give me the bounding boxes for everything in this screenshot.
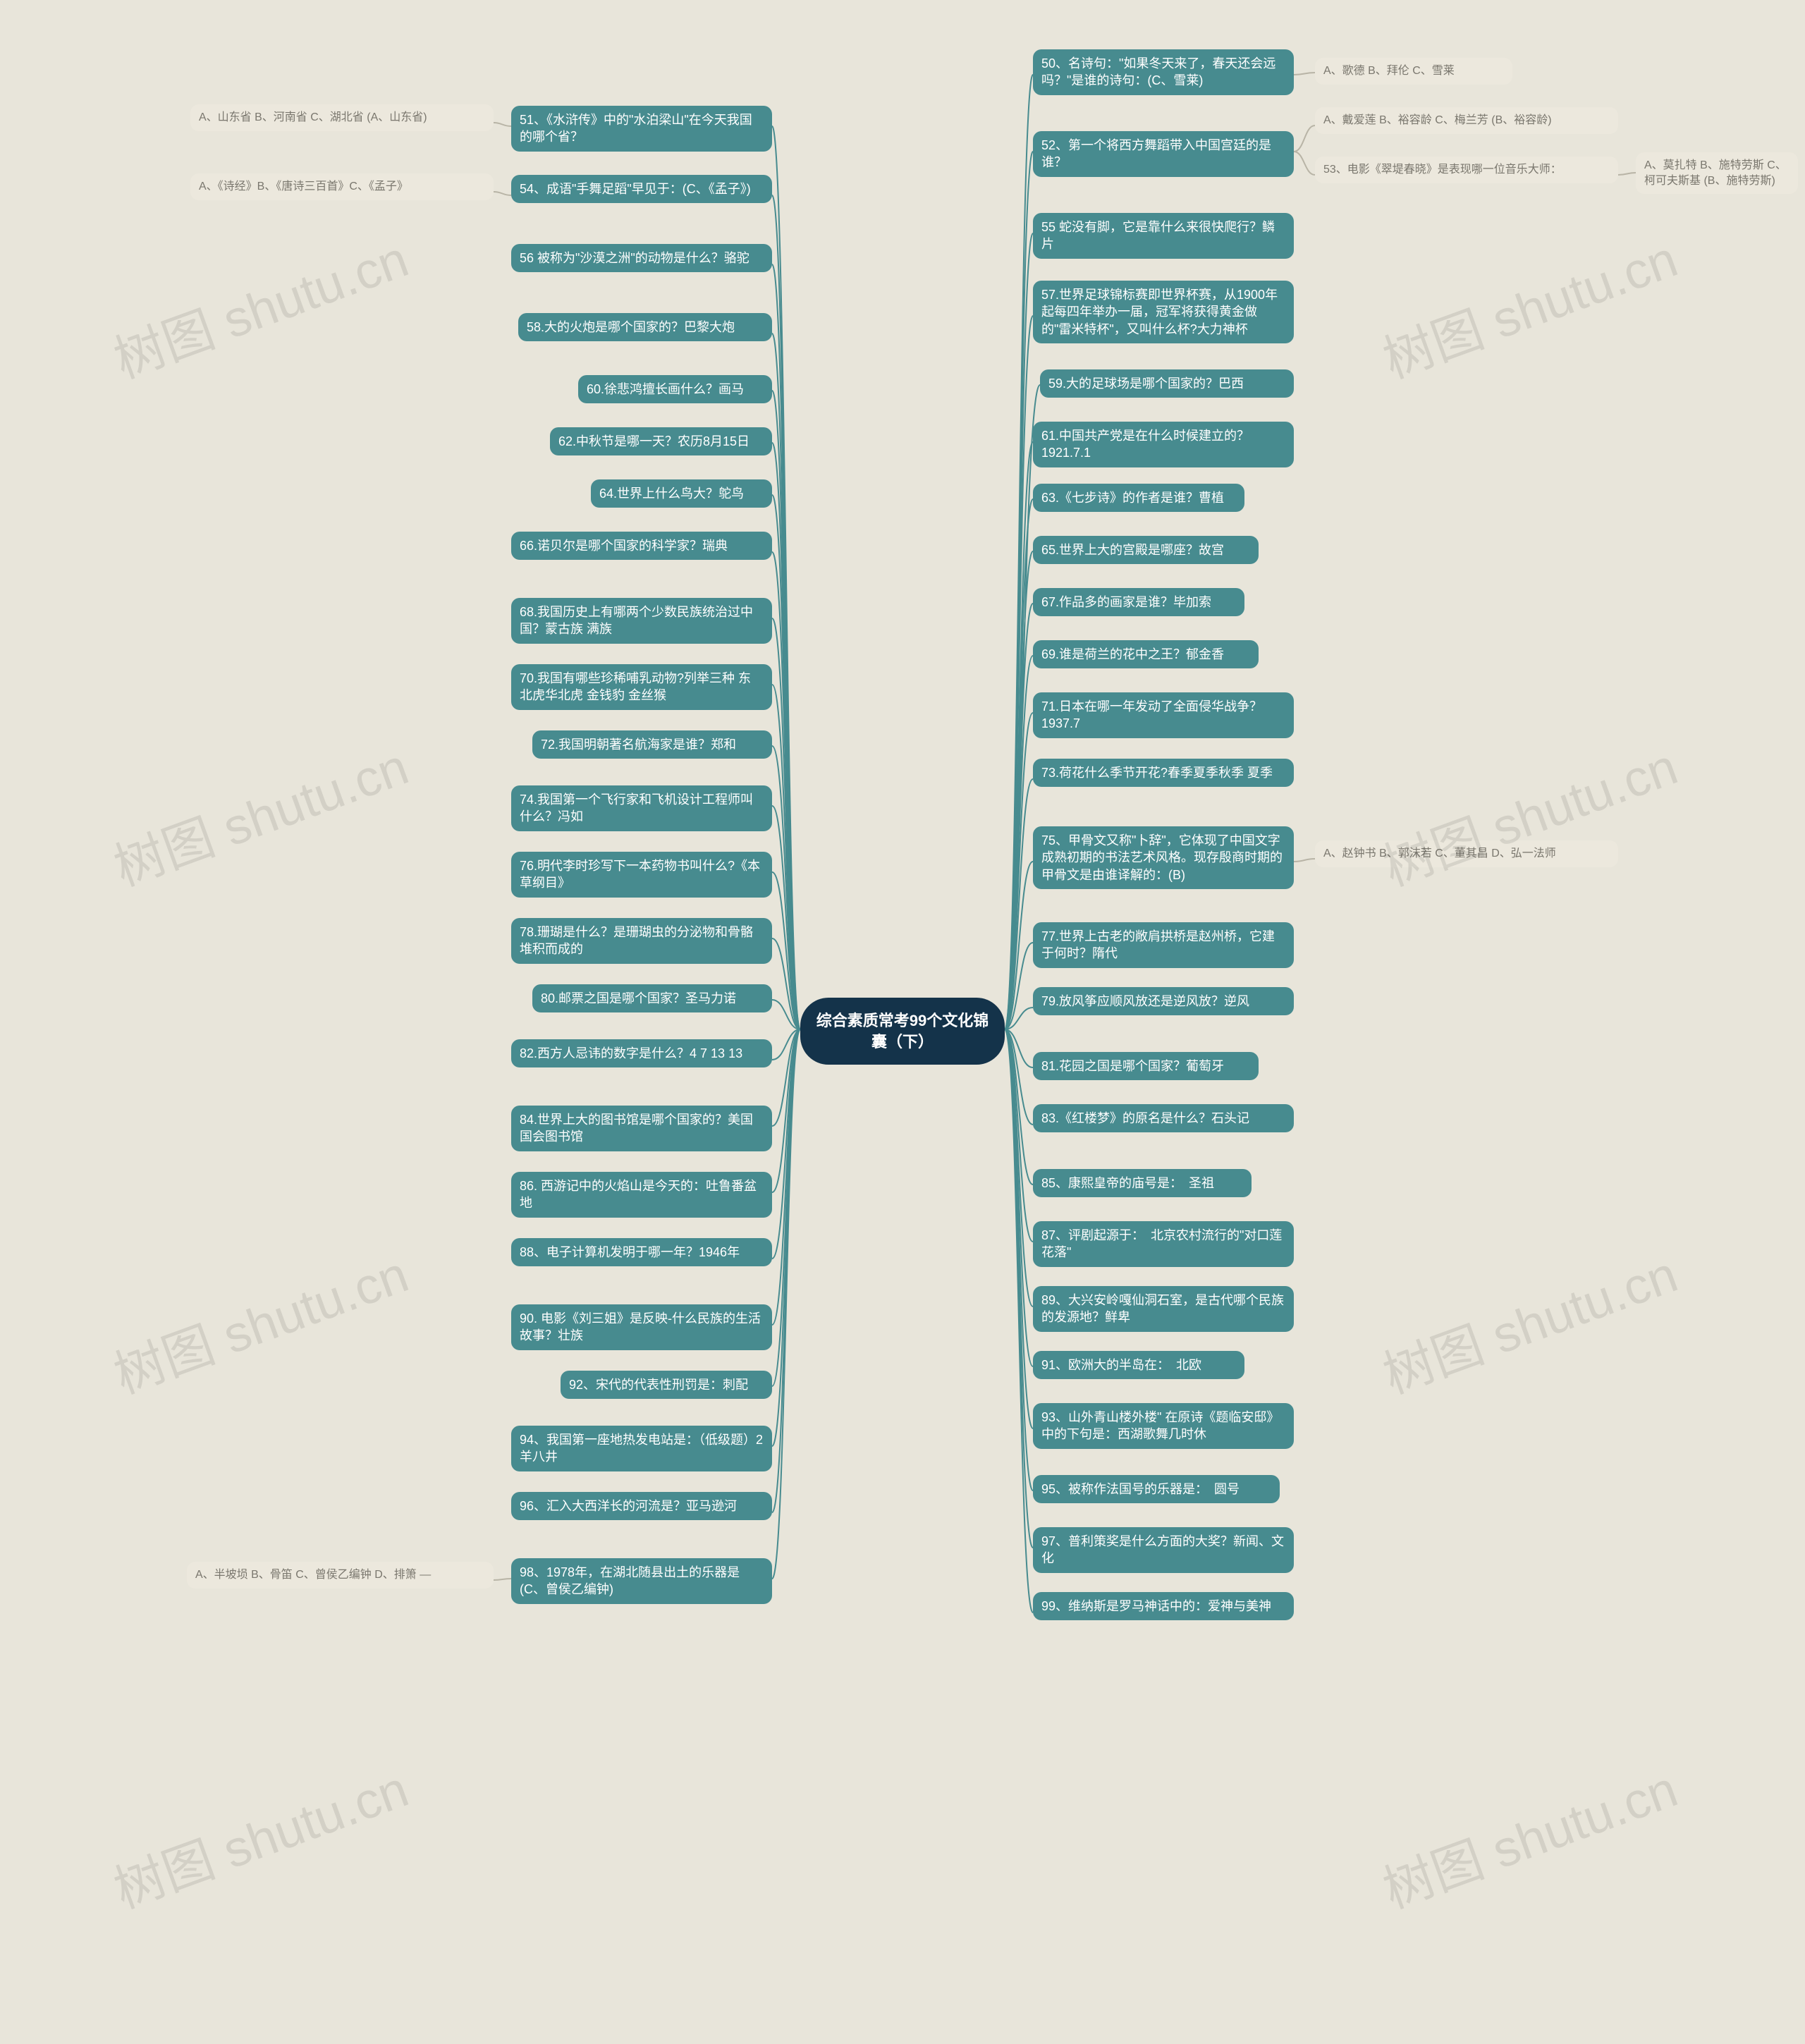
left-node-16: 84.世界上大的图书馆是哪个国家的？美国国会图书馆: [511, 1106, 772, 1151]
right-node-18: 87、评剧起源于： 北京农村流行的"对口莲花落": [1033, 1221, 1294, 1267]
right-node-11: 73.荷花什么季节开花?春季夏季秋季 夏季: [1033, 759, 1294, 787]
watermark: 树图 shutu.cn: [1371, 1748, 1686, 1923]
left-node-3: 58.大的火炮是哪个国家的？巴黎大炮: [518, 313, 772, 341]
right-node-9: 69.谁是荷兰的花中之王？郁金香: [1033, 640, 1259, 668]
left-node-22: 96、汇入大西洋长的河流是？亚马逊河: [511, 1492, 772, 1520]
left-node-1: 54、成语"手舞足蹈"早见于：(C、《孟子》): [511, 175, 772, 203]
right-node-13: 77.世界上古老的敞肩拱桥是赵州桥，它建于何时？隋代: [1033, 922, 1294, 968]
right-node-2: 55 蛇没有脚，它是靠什么来很快爬行？鳞片: [1033, 213, 1294, 259]
right-sub-0-0: A、歌德 B、拜伦 C、雪莱: [1315, 58, 1512, 85]
right-node-19: 89、大兴安岭嘎仙洞石室，是古代哪个民族的发源地？鲜卑: [1033, 1286, 1294, 1332]
left-node-13: 78.珊瑚是什么？是珊瑚虫的分泌物和骨骼堆积而成的: [511, 918, 772, 964]
right-node-14: 79.放风筝应顺风放还是逆风放？逆风: [1033, 987, 1294, 1015]
center-node: 综合素质常考99个文化锦囊（下）: [800, 998, 1005, 1065]
right-node-10: 71.日本在哪一年发动了全面侵华战争？1937.7: [1033, 692, 1294, 738]
right-node-7: 65.世界上大的宫殿是哪座？故宫: [1033, 536, 1259, 564]
right-node-21: 93、山外青山楼外楼" 在原诗《题临安邸》中的下句是：西湖歌舞几时休: [1033, 1403, 1294, 1449]
left-node-12: 76.明代李时珍写下一本药物书叫什么?《本草纲目》: [511, 852, 772, 898]
left-node-2: 56 被称为"沙漠之洲"的动物是什么？骆驼: [511, 244, 772, 272]
watermark: 树图 shutu.cn: [1371, 218, 1686, 393]
left-node-20: 92、宋代的代表性刑罚是：刺配: [561, 1371, 772, 1399]
right-node-17: 85、康熙皇帝的庙号是： 圣祖: [1033, 1169, 1252, 1197]
right-sub-1-1-0: A、莫扎特 B、施特劳斯 C、柯可夫斯基 (B、施特劳斯): [1636, 152, 1798, 194]
right-sub-12-0: A、赵钟书 B、郭沫若 C、董其昌 D、弘一法师: [1315, 840, 1618, 867]
left-node-5: 62.中秋节是哪一天？农历8月15日: [550, 427, 772, 455]
watermark: 树图 shutu.cn: [102, 1233, 417, 1408]
left-node-17: 86. 西游记中的火焰山是今天的：吐鲁番盆地: [511, 1172, 772, 1218]
left-node-8: 68.我国历史上有哪两个少数民族统治过中国？蒙古族 满族: [511, 598, 772, 644]
watermark: 树图 shutu.cn: [1371, 1233, 1686, 1408]
watermark: 树图 shutu.cn: [1371, 726, 1686, 900]
right-node-15: 81.花园之国是哪个国家？葡萄牙: [1033, 1052, 1259, 1080]
left-node-6: 64.世界上什么鸟大？鸵鸟: [591, 479, 772, 508]
left-node-7: 66.诺贝尔是哪个国家的科学家？瑞典: [511, 532, 772, 560]
left-node-15: 82.西方人忌讳的数字是什么？4 7 13 13: [511, 1039, 772, 1067]
right-node-1: 52、第一个将西方舞蹈带入中国宫廷的是谁？: [1033, 131, 1294, 177]
left-sub-0-0: A、山东省 B、河南省 C、湖北省 (A、山东省): [190, 104, 494, 131]
left-node-21: 94、我国第一座地热发电站是：（低级题）2 羊八井: [511, 1426, 772, 1471]
left-node-19: 90. 电影《刘三姐》是反映-什么民族的生活故事？壮族: [511, 1304, 772, 1350]
left-sub-1-0: A、《诗经》B、《唐诗三百首》C、《孟子》: [190, 173, 494, 200]
right-sub-1-0: A、戴爱莲 B、裕容龄 C、梅兰芳 (B、裕容龄): [1315, 107, 1618, 134]
left-node-14: 80.邮票之国是哪个国家？圣马力诺: [532, 984, 772, 1012]
right-sub-1-1: 53、电影《翠堤春晓》是表现哪一位音乐大师：: [1315, 157, 1618, 183]
left-sub-23-0: A、半坡埙 B、骨笛 C、曾侯乙编钟 D、排箫 —: [187, 1562, 494, 1589]
left-node-10: 72.我国明朝著名航海家是谁？郑和: [532, 730, 772, 759]
right-node-5: 61.中国共产党是在什么时候建立的？1921.7.1: [1033, 422, 1294, 467]
left-node-18: 88、电子计算机发明于哪一年？1946年: [511, 1238, 772, 1266]
left-node-23: 98、1978年，在湖北随县出土的乐器是(C、曾侯乙编钟): [511, 1558, 772, 1604]
left-node-9: 70.我国有哪些珍稀哺乳动物?列举三种 东北虎华北虎 金钱豹 金丝猴: [511, 664, 772, 710]
right-node-23: 97、普利策奖是什么方面的大奖？新闻、文化: [1033, 1527, 1294, 1573]
right-node-20: 91、欧洲大的半岛在： 北欧: [1033, 1351, 1244, 1379]
watermark: 树图 shutu.cn: [102, 1748, 417, 1923]
watermark: 树图 shutu.cn: [102, 726, 417, 900]
mindmap-stage: 综合素质常考99个文化锦囊（下） 51、《水浒传》中的"水泊梁山"在今天我国的哪个…: [0, 0, 1805, 2044]
watermark: 树图 shutu.cn: [102, 218, 417, 393]
right-node-22: 95、被称作法国号的乐器是： 圆号: [1033, 1475, 1280, 1503]
left-node-11: 74.我国第一个飞行家和飞机设计工程师叫什么？冯如: [511, 785, 772, 831]
right-node-0: 50、名诗句："如果冬天来了，春天还会远吗？"是谁的诗句：(C、雪莱): [1033, 49, 1294, 95]
right-node-8: 67.作品多的画家是谁？毕加索: [1033, 588, 1244, 616]
right-node-12: 75、甲骨文又称"卜辞"，它体现了中国文字成熟初期的书法艺术风格。现存殷商时期的…: [1033, 826, 1294, 889]
right-node-16: 83.《红楼梦》的原名是什么？石头记: [1033, 1104, 1294, 1132]
right-node-4: 59.大的足球场是哪个国家的？巴西: [1040, 369, 1294, 398]
right-node-6: 63.《七步诗》的作者是谁？曹植: [1033, 484, 1244, 512]
right-node-24: 99、维纳斯是罗马神话中的：爱神与美神: [1033, 1592, 1294, 1620]
left-node-4: 60.徐悲鸿擅长画什么？画马: [578, 375, 772, 403]
left-node-0: 51、《水浒传》中的"水泊梁山"在今天我国的哪个省？: [511, 106, 772, 152]
right-node-3: 57.世界足球锦标赛即世界杯赛，从1900年起每四年举办一届，冠军将获得黄金做的…: [1033, 281, 1294, 343]
